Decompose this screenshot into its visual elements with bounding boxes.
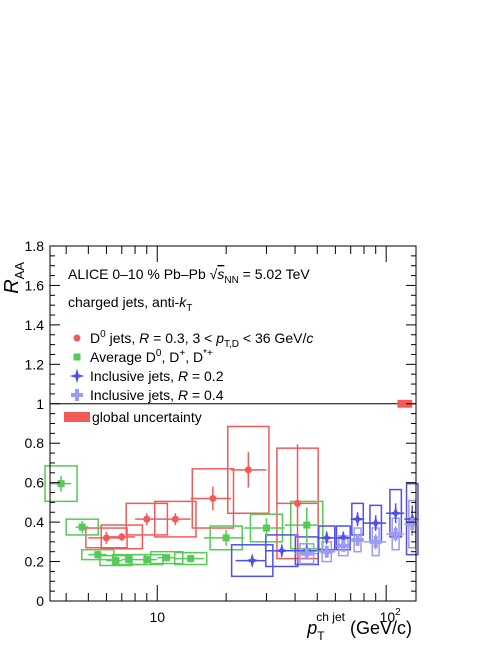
inc04-point [300, 547, 313, 560]
inc02-point [350, 511, 366, 527]
inc02-point [319, 530, 335, 546]
inc02-point [335, 530, 351, 546]
inc02-point [388, 505, 404, 521]
inc04-point [389, 527, 402, 540]
avg-point [187, 555, 195, 563]
y-tick-label: 1.4 [25, 317, 45, 333]
avg-syst-box [173, 551, 208, 566]
y-tick-label: 0.2 [25, 554, 45, 570]
d0-point [171, 515, 179, 523]
legend-marker-d0 [73, 334, 81, 342]
d0-point [143, 515, 151, 523]
y-tick-label: 0.6 [25, 475, 45, 491]
inc02-syst-box [230, 544, 274, 578]
axis-ticks [50, 245, 416, 602]
markers [57, 466, 420, 569]
annotation-collaboration: ALICE 0–10 % Pb–Pb √sNN = 5.02 TeV [68, 266, 310, 286]
y-tick-label: 1 [36, 396, 44, 412]
x-tick-label: 102 [380, 607, 402, 625]
inc04-point [369, 535, 382, 548]
legend-marker-avg [73, 353, 81, 361]
avg-point [112, 557, 120, 565]
legend-label-glob: global uncertainty [92, 409, 202, 425]
avg-point [163, 554, 171, 562]
avg-point [143, 556, 151, 564]
global-uncertainty-box [397, 399, 413, 408]
d0-point [294, 499, 302, 507]
d0-syst-box [226, 425, 270, 514]
y-tick-label: 0 [36, 593, 44, 609]
d0-point [209, 494, 217, 502]
x-axis-label: pTch jet(GeV/c) [306, 610, 412, 643]
avg-point [78, 523, 86, 531]
avg-syst-box [149, 550, 184, 565]
inc02-point [244, 553, 260, 569]
avg-point [303, 521, 311, 529]
d0-syst-box [85, 527, 128, 549]
inc02-point [274, 543, 290, 559]
d0-syst-box [100, 524, 144, 550]
y-tick-label: 0.8 [25, 435, 45, 451]
inc04-point [320, 545, 333, 558]
avg-point [125, 556, 133, 564]
avg-point [57, 480, 65, 488]
x-tick-labels: 10 102 [149, 607, 401, 625]
inc04-point [337, 539, 350, 552]
legend: D0 jets, R = 0.3, 3 < pT,D < 36 GeV/cAve… [64, 329, 313, 425]
legend-label-inc02: Inclusive jets, R = 0.2 [90, 368, 224, 384]
inc02-point [368, 515, 384, 531]
legend-band [64, 412, 90, 422]
inc04-point [351, 533, 364, 546]
legend-label-d0: D0 jets, R = 0.3, 3 < pT,D < 36 GeV/c [90, 329, 313, 350]
avg-syst-box [44, 465, 78, 503]
annotation-jet-definition: charged jets, anti-kT [68, 294, 192, 314]
avg-point [262, 524, 270, 532]
d0-point [118, 533, 126, 541]
d0-point [102, 534, 110, 542]
legend-label-avg: Average D0, D+, D*+ [90, 348, 213, 365]
y-tick-label: 1.6 [25, 277, 45, 293]
y-tick-labels: 0 0.2 0.4 0.6 0.8 1 1.2 1.4 1.6 1.8 [25, 238, 45, 609]
legend-marker-inc04 [71, 389, 83, 401]
x-tick-label: 10 [149, 609, 165, 625]
avg-point [94, 551, 102, 559]
y-tick-label: 0.4 [25, 514, 45, 530]
d0-point [244, 466, 252, 474]
y-axis-label: RAA [1, 262, 27, 294]
legend-marker-inc02 [69, 368, 85, 384]
avg-point [222, 534, 230, 542]
y-tick-label: 1.8 [25, 238, 45, 254]
legend-label-inc04: Inclusive jets, R = 0.4 [90, 387, 224, 403]
y-tick-label: 1.2 [25, 356, 45, 372]
inc04-point [406, 518, 419, 531]
avg-syst-box [65, 518, 99, 536]
